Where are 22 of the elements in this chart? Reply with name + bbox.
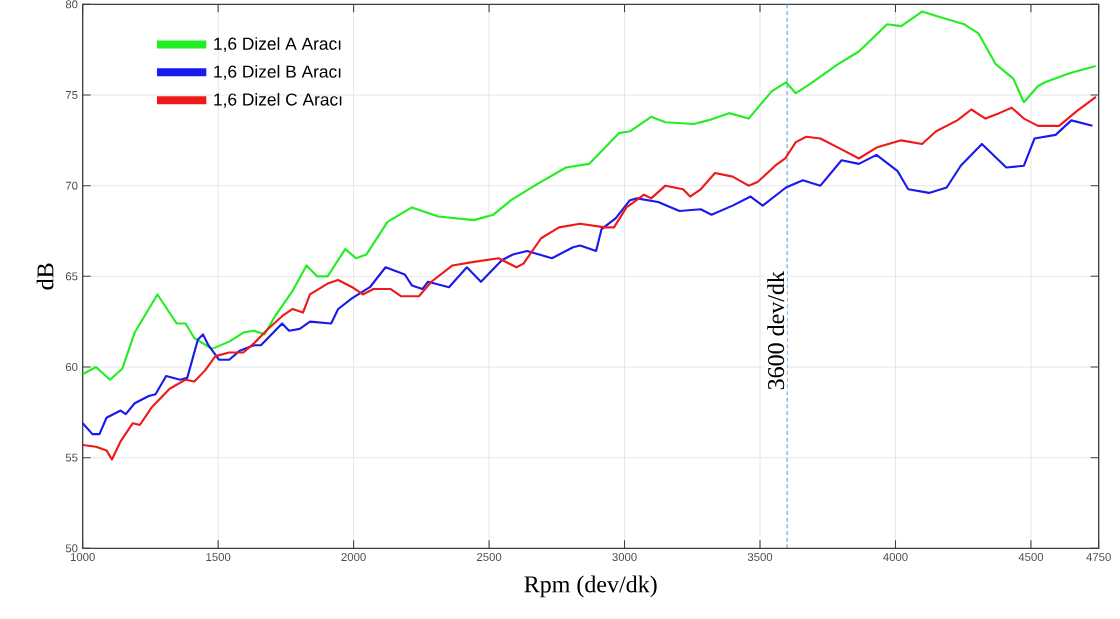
ref-line-label: 3600 dev/dk [767,271,785,390]
x-axis-title: Rpm (dev/dk) [524,575,657,598]
y-tick-label: 55 [65,453,78,462]
y-tick-label: 70 [65,181,78,190]
y-tick-label: 60 [65,363,78,372]
x-tick-label: 4500 [1018,553,1044,562]
x-tick-label: 1000 [70,553,95,562]
x-tick-label: 2500 [477,553,502,562]
x-tick-label: 3500 [747,553,773,562]
legend-label: 1,6 Dizel C Aracı [214,92,342,108]
x-tick-label: 1500 [206,553,231,562]
y-tick-label: 80 [65,0,78,9]
x-tick-label: 2000 [341,553,366,562]
y-tick-label: 50 [65,544,78,553]
y-tick-label: 75 [65,91,78,99]
legend-label: 1,6 Dizel A Aracı [214,37,341,52]
x-tick-label: 3000 [612,553,637,562]
legend-label: 1,6 Dizel B Aracı [214,65,341,80]
y-tick-label: 65 [65,272,78,281]
y-axis-title: dB [36,263,54,290]
x-tick-label: 4750 [1086,553,1111,562]
x-tick-label: 4000 [883,553,908,562]
